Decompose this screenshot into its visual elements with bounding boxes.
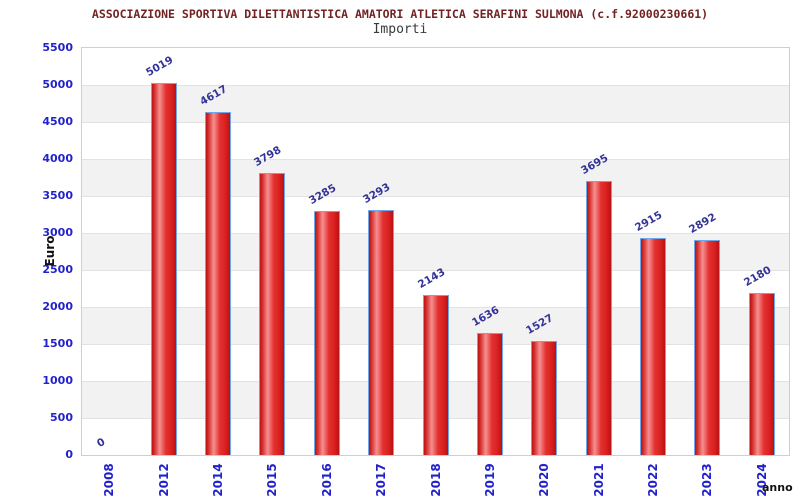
bar	[313, 211, 340, 455]
y-tick-label: 5000	[42, 78, 73, 91]
grid-band	[82, 233, 789, 270]
bar	[476, 333, 503, 455]
x-axis-title: anno	[762, 481, 793, 494]
chart-title: ASSOCIAZIONE SPORTIVA DILETTANTISTICA AM…	[91, 7, 709, 21]
y-tick-label: 0	[65, 448, 73, 461]
y-tick-label: 3000	[42, 226, 73, 239]
plot-area: 0 5019 4617 3798 3285 3293 2143 1636 1527 3695 291…	[81, 47, 790, 456]
y-tick-label: 2000	[42, 300, 73, 313]
y-axis-title: Euro	[43, 235, 57, 267]
grid-band	[82, 48, 789, 85]
x-tick-label: 2018	[428, 463, 443, 497]
y-tick-label: 4000	[42, 152, 73, 165]
bar	[259, 173, 286, 455]
bar	[694, 240, 721, 455]
x-tick-label: 2023	[700, 463, 715, 497]
x-tick-label: 2012	[156, 463, 171, 497]
bar	[150, 83, 177, 455]
x-tick-label: 2020	[537, 463, 552, 497]
y-tick-label: 500	[50, 411, 73, 424]
x-tick-label: 2016	[319, 463, 334, 497]
bar	[204, 112, 231, 455]
bar	[748, 293, 775, 455]
grid-band	[82, 159, 789, 196]
grid-band	[82, 85, 789, 122]
grid-band	[82, 196, 789, 233]
y-tick-label: 2500	[42, 263, 73, 276]
x-tick-label: 2021	[591, 463, 606, 497]
bar	[531, 341, 558, 455]
bar	[368, 210, 395, 455]
x-tick-label: 2008	[102, 463, 117, 497]
x-tick-label: 2017	[374, 463, 389, 497]
y-tick-label: 1500	[42, 337, 73, 350]
x-tick-label: 2022	[646, 463, 661, 497]
y-tick-label: 1000	[42, 374, 73, 387]
x-tick-label: 2015	[265, 463, 280, 497]
bar	[422, 295, 449, 455]
y-tick-label: 3500	[42, 189, 73, 202]
y-tick-label: 5500	[42, 41, 73, 54]
grid-band	[82, 122, 789, 159]
bar	[585, 181, 612, 455]
y-tick-label: 4500	[42, 115, 73, 128]
x-tick-label: 2014	[210, 463, 225, 497]
bar	[640, 238, 667, 455]
chart-subtitle: Importi	[372, 22, 428, 37]
x-tick-label: 2019	[482, 463, 497, 497]
